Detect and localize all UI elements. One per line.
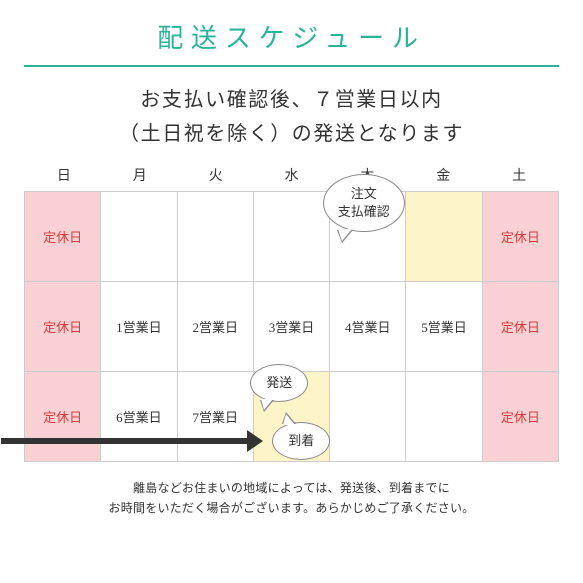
footnote-line2: お時間をいただく場合がございます。あらかじめご了承ください。 xyxy=(108,501,474,515)
closed-day-cell: 定休日 xyxy=(25,282,101,372)
footnote-line1: 離島などお住まいの地域によっては、発送後、到着までに xyxy=(133,481,450,495)
order-bubble: 注文支払確認 xyxy=(323,174,405,232)
subtitle: お支払い確認後、７営業日以内 （土日祝を除く）の発送となります xyxy=(24,83,559,151)
arrow-head-icon xyxy=(247,430,263,452)
weekday-label: 金 xyxy=(405,165,481,185)
business-day-cell: 7営業日 xyxy=(178,372,254,462)
business-day-cell: 1営業日 xyxy=(101,282,177,372)
calendar-cell xyxy=(406,372,482,462)
closed-day-cell: 定休日 xyxy=(483,372,559,462)
arrive-bubble: 到着 xyxy=(272,422,330,460)
subtitle-line1: お支払い確認後、７営業日以内 xyxy=(140,89,442,111)
closed-day-cell: 定休日 xyxy=(483,192,559,282)
title: 配送スケジュール xyxy=(24,18,559,55)
business-day-cell: 4営業日 xyxy=(330,282,406,372)
weekday-label: 日 xyxy=(26,165,102,185)
weekday-label: 月 xyxy=(102,165,178,185)
weekday-label: 土 xyxy=(481,165,557,185)
calendar-cell xyxy=(101,192,177,282)
footnote: 離島などお住まいの地域によっては、発送後、到着までに お時間をいただく場合がござ… xyxy=(24,478,559,519)
title-underline xyxy=(24,65,559,67)
calendar-cell xyxy=(330,372,406,462)
highlight-cell xyxy=(406,192,482,282)
calendar-cell xyxy=(254,192,330,282)
closed-day-cell: 定休日 xyxy=(483,282,559,372)
calendar-grid: 定休日定休日定休日1営業日2営業日3営業日4営業日5営業日定休日定休日6営業日7… xyxy=(24,191,559,462)
calendar-cell xyxy=(178,192,254,282)
weekday-label: 火 xyxy=(178,165,254,185)
ship-bubble: 発送 xyxy=(250,364,308,402)
business-day-cell: 2営業日 xyxy=(178,282,254,372)
timeline-arrow xyxy=(1,438,251,444)
business-day-cell: 6営業日 xyxy=(101,372,177,462)
business-day-cell: 3営業日 xyxy=(254,282,330,372)
weekday-header: 日月火水木金土 xyxy=(24,165,559,185)
closed-day-cell: 定休日 xyxy=(25,372,101,462)
business-day-cell: 5営業日 xyxy=(406,282,482,372)
arrow-line xyxy=(1,438,251,444)
closed-day-cell: 定休日 xyxy=(25,192,101,282)
subtitle-line2: （土日祝を除く）の発送となります xyxy=(119,123,464,145)
weekday-label: 水 xyxy=(254,165,330,185)
